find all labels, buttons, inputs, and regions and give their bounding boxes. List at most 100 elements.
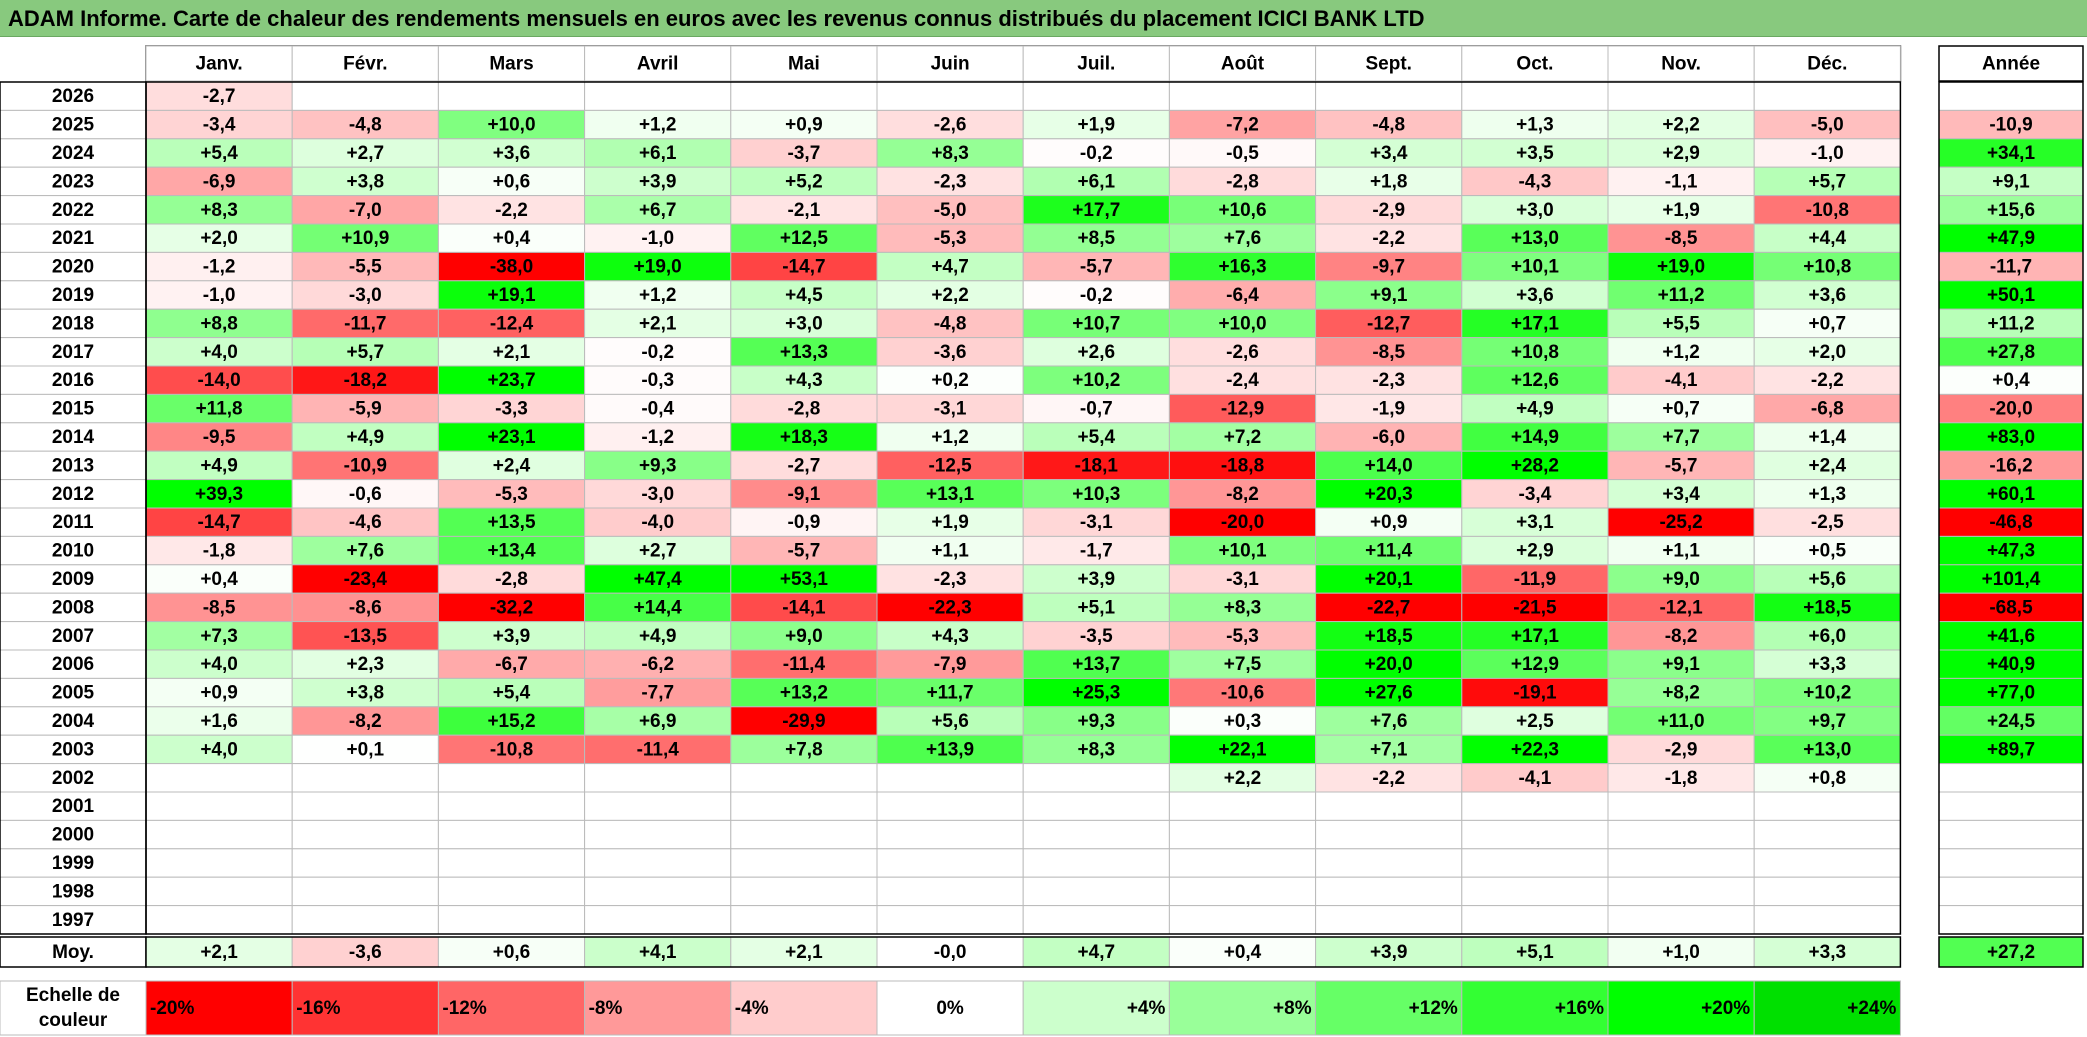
heat-cell-value: +19,1 (487, 285, 536, 306)
heat-cell-value: -10,6 (1221, 683, 1264, 704)
heat-cell-value: +4,5 (785, 285, 823, 306)
heat-cell (1168, 308, 1317, 339)
heat-cell-value: -2,1 (788, 200, 821, 221)
heat-cell-value: +10,8 (1803, 257, 1851, 278)
heat-cell (1168, 905, 1317, 935)
annual-cell-value: -20,0 (1989, 399, 2032, 420)
heat-cell (584, 791, 732, 821)
heat-cell (437, 592, 586, 623)
heat-cell-value: +3,6 (1809, 285, 1847, 306)
heat-cell (1022, 280, 1170, 310)
heat-cell-value: +3,3 (1809, 654, 1847, 675)
heat-cell (876, 848, 1024, 878)
heat-cell (1168, 337, 1317, 367)
annual-cell (1938, 734, 2084, 765)
heat-cell-value: +9,1 (1662, 654, 1700, 675)
heat-cell-value: -14,1 (782, 597, 826, 618)
heat-cell (291, 649, 439, 679)
year-label: 1998 (52, 881, 94, 902)
heat-cell (730, 251, 878, 282)
heat-cell (437, 422, 586, 452)
heat-cell-value: +10,0 (1218, 313, 1266, 334)
month-header-label: Mars (489, 54, 533, 75)
month-header-cell (145, 45, 293, 82)
heat-cell-value: +7,3 (200, 626, 238, 647)
heat-cell-value: -2,3 (934, 171, 967, 192)
heat-cell (1022, 819, 1170, 850)
heat-cell-value: +1,4 (1809, 427, 1847, 448)
heat-cell (876, 621, 1024, 651)
heat-cell (1315, 450, 1463, 481)
heat-cell-value: -8,5 (1665, 228, 1698, 249)
heat-cell (730, 507, 878, 537)
heat-cell-value: +4,9 (200, 455, 238, 476)
heat-cell-value: -1,1 (1665, 171, 1698, 192)
heat-cell (584, 81, 732, 111)
heat-cell-value: -1,0 (203, 285, 236, 306)
month-header-cell (876, 45, 1024, 82)
heat-cell-value: +7,6 (1370, 711, 1408, 732)
heat-cell (1168, 734, 1317, 765)
heat-cell-value: +7,7 (1662, 427, 1700, 448)
heat-cell (1461, 223, 1609, 253)
heat-cell (437, 535, 586, 566)
heat-cell-value: +3,5 (1516, 143, 1554, 164)
heat-cell-value: +5,1 (1078, 597, 1116, 618)
year-label: 2015 (52, 399, 95, 420)
heat-cell (1168, 592, 1317, 623)
heat-cell (1315, 393, 1463, 424)
heat-cell-value: +7,8 (785, 739, 823, 760)
heat-cell-value: +18,3 (780, 427, 828, 448)
heat-cell-value: +1,2 (639, 285, 677, 306)
heat-cell (1168, 109, 1317, 140)
heat-cell-value: +1,3 (1809, 484, 1847, 505)
heat-cell-value: -2,7 (788, 455, 821, 476)
month-header-label: Mai (788, 54, 820, 75)
color-scale-swatch (1022, 980, 1170, 1036)
heat-cell (584, 876, 732, 907)
heat-cell (145, 251, 293, 282)
annual-cell (1938, 450, 2084, 481)
annual-header-label: Année (1982, 54, 2040, 75)
color-scale-label: -16% (296, 998, 340, 1019)
heat-cell-value: -8,2 (349, 711, 382, 732)
heat-cell (1607, 109, 1755, 140)
heat-cell (1753, 308, 1901, 339)
heat-cell (1315, 81, 1463, 111)
year-label: 2002 (52, 768, 94, 789)
heat-cell-value: +10,0 (487, 115, 535, 136)
average-cell (291, 936, 439, 968)
color-scale-label: -4% (735, 998, 769, 1019)
average-cell-value: +3,3 (1809, 942, 1847, 963)
heat-cell-value: +39,3 (195, 484, 243, 505)
heat-cell (291, 223, 439, 253)
heat-cell (1461, 166, 1609, 197)
average-annual-cell (1938, 936, 2084, 968)
heat-cell-value: -0,2 (1080, 143, 1113, 164)
heat-cell-value: -11,7 (344, 313, 386, 334)
heat-cell (437, 734, 586, 765)
heat-cell (584, 592, 732, 623)
heat-cell (1461, 393, 1609, 424)
heat-cell-value: -2,8 (1226, 171, 1259, 192)
heat-cell (291, 365, 439, 395)
heat-cell (145, 649, 293, 679)
heat-cell (1168, 280, 1317, 310)
year-cell (0, 308, 147, 339)
heat-cell-value: +2,9 (1516, 541, 1554, 562)
annual-cell-value: +40,9 (1987, 654, 2035, 675)
heat-cell-value: -4,3 (1519, 171, 1552, 192)
annual-cell (1938, 763, 2084, 793)
heat-cell-value: +13,1 (926, 484, 975, 505)
heat-cell (291, 535, 439, 566)
heat-cell-value: -3,0 (349, 285, 382, 306)
annual-cell-value: +77,0 (1987, 683, 2035, 704)
annual-cell-value: +27,8 (1987, 342, 2035, 363)
annual-cell-value: +9,1 (1992, 171, 2030, 192)
heat-cell (1022, 706, 1170, 736)
heat-cell-value: -2,4 (1226, 370, 1259, 391)
heat-cell (876, 81, 1024, 111)
annual-cell (1938, 308, 2084, 339)
heat-cell-value: -0,9 (788, 512, 821, 533)
color-scale-label: +24% (1847, 998, 1896, 1019)
